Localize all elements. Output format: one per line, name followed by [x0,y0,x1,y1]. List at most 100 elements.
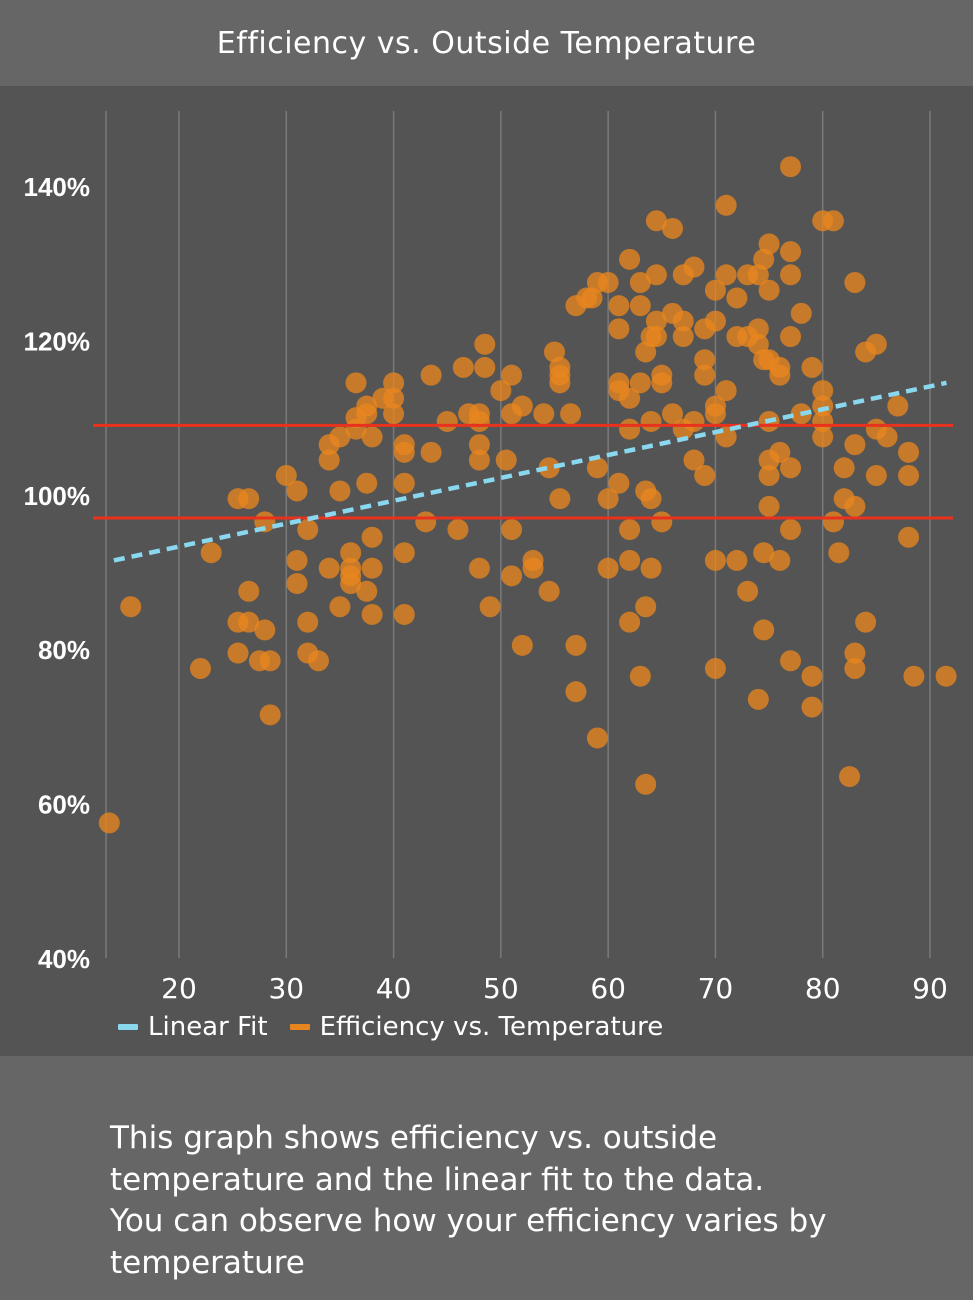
data-point [565,681,587,703]
data-point [393,472,415,494]
data-point [189,658,211,679]
data-point [586,457,608,479]
data-point [468,557,490,579]
data-point [474,356,496,378]
data-point [629,272,651,293]
data-point [259,650,281,672]
data-point [286,573,308,595]
data-point [704,658,726,679]
data-point [200,542,222,564]
y-tick-label: 140% [24,172,91,202]
data-point [898,441,920,463]
data-point [780,519,802,541]
data-point [758,465,780,486]
data-point [715,194,737,216]
description-text: This graph shows efficiency vs. outside … [110,1118,890,1284]
description-line: temperature and the linear fit to the da… [110,1161,765,1198]
x-tick-label: 80 [805,972,841,1005]
y-tick-label: 80% [38,635,90,665]
data-point [565,634,587,656]
data-point [694,364,716,386]
x-tick-label: 70 [698,972,734,1005]
data-point [560,403,582,425]
title-bar: Efficiency vs. Outside Temperature [0,0,973,86]
data-point [935,665,957,687]
data-point [876,426,898,448]
data-point [758,233,780,255]
data-point [619,519,641,541]
scatter-chart: 20 30 40 50 60 70 80 90 40% 60% 80% 100% 120% 140% [24,111,957,1005]
data-point [393,542,415,564]
data-point [844,642,866,664]
data-point [608,318,630,340]
legend-item-efficiency: Efficiency vs. Temperature [289,1012,664,1042]
data-point [318,449,340,471]
data-point [393,441,415,463]
data-point [715,264,737,286]
data-point [383,403,405,425]
data-point [865,333,887,355]
data-point [549,372,571,394]
data-point [619,418,641,440]
data-point [780,156,802,178]
data-point [780,264,802,286]
description-line: This graph shows efficiency vs. outside [110,1120,718,1156]
legend-label-efficiency: Efficiency vs. Temperature [319,1012,664,1042]
data-point [619,248,641,270]
data-point [801,665,823,687]
data-point [361,526,383,548]
description-panel: This graph shows efficiency vs. outside … [0,1056,973,1300]
data-point [898,465,920,486]
data-point [259,704,281,726]
data-point [683,410,705,432]
data-point [629,372,651,394]
x-tick-label: 30 [268,972,304,1005]
data-point [704,279,726,301]
data-point [645,326,667,348]
data-point [501,364,523,386]
legend-label-linear-fit: Linear Fit [148,1012,268,1042]
data-point [329,480,351,502]
data-point [753,619,775,641]
data-point [898,526,920,548]
data-point [538,457,560,479]
data-point [447,519,469,541]
data-point [844,495,866,517]
data-point [608,472,630,494]
data-point [645,264,667,286]
data-point [597,557,619,579]
data-point [640,410,662,432]
data-point [747,318,769,340]
data-point [758,495,780,517]
data-point [533,403,555,425]
y-tick-label: 100% [24,481,91,511]
data-point [645,210,667,232]
data-point [501,565,523,587]
data-point [694,349,716,371]
data-point [356,580,378,602]
data-point [683,449,705,471]
data-point [490,380,512,402]
data-point [662,217,684,239]
data-point [801,356,823,378]
data-point [812,380,834,402]
data-point [855,611,877,633]
chart-legend: Linear Fit Efficiency vs. Temperature [118,1008,685,1046]
data-point [903,665,925,687]
data-point [420,364,442,386]
data-point [120,596,142,618]
data-point [769,549,791,571]
data-point [844,272,866,293]
data-point [704,403,726,425]
data-point [726,549,748,571]
data-point [629,665,651,687]
data-point [383,372,405,394]
data-point [672,326,694,348]
data-point [694,465,716,486]
data-point [307,650,329,672]
data-point [495,449,517,471]
x-tick-label: 90 [912,972,948,1005]
data-point [420,441,442,463]
linear-fit-swatch [118,1024,138,1030]
x-tick-label: 20 [161,972,197,1005]
